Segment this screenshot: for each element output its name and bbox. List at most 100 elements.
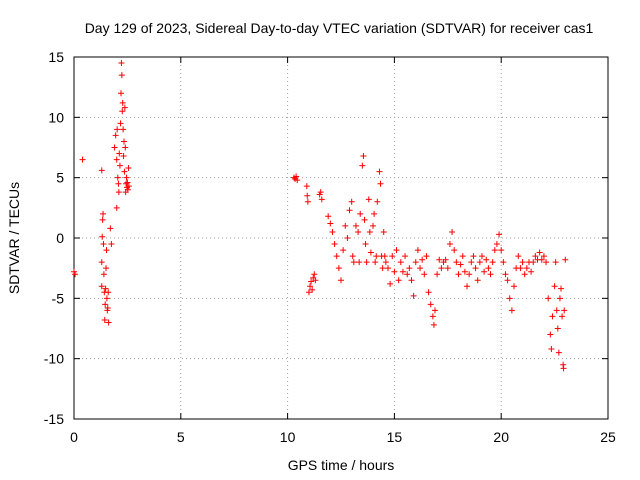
- data-point: [344, 235, 351, 241]
- data-point: [461, 268, 468, 275]
- data-point: [508, 307, 515, 314]
- y-axis-ticks: -15 -10 -5 0 5 10 15: [44, 49, 608, 427]
- data-point: [481, 268, 488, 275]
- data-point: [359, 162, 366, 169]
- data-point: [430, 321, 437, 328]
- data-point: [121, 104, 128, 111]
- data-point: [362, 241, 369, 248]
- data-point: [105, 319, 112, 326]
- data-point: [331, 241, 338, 248]
- data-point: [98, 259, 105, 266]
- data-point: [442, 256, 449, 263]
- data-point: [419, 256, 426, 263]
- data-point: [325, 213, 332, 220]
- data-point: [379, 265, 386, 272]
- y-tick-label: 0: [56, 230, 64, 246]
- data-point: [384, 265, 391, 272]
- data-point: [103, 295, 110, 302]
- data-point: [434, 271, 441, 278]
- data-point: [414, 247, 421, 254]
- data-point: [293, 173, 300, 180]
- data-point: [491, 247, 498, 254]
- data-point: [543, 259, 550, 266]
- data-point: [304, 192, 311, 199]
- data-point: [395, 277, 402, 284]
- data-point: [113, 156, 120, 163]
- data-point: [335, 265, 342, 272]
- data-point: [122, 144, 129, 151]
- data-point: [371, 210, 378, 217]
- data-point: [431, 307, 438, 314]
- data-point: [421, 271, 428, 278]
- data-point: [123, 174, 130, 181]
- data-point: [98, 283, 105, 290]
- data-point: [380, 228, 387, 235]
- x-tick-label: 20: [493, 429, 509, 445]
- data-point: [444, 265, 451, 272]
- data-point: [360, 152, 367, 159]
- data-point: [346, 207, 353, 214]
- data-point: [558, 285, 565, 292]
- data-point: [397, 259, 404, 266]
- data-point: [308, 278, 315, 285]
- data-point: [357, 210, 364, 217]
- data-point: [410, 292, 417, 299]
- data-point: [115, 189, 122, 196]
- data-point: [311, 271, 318, 278]
- y-tick-label: 5: [56, 170, 64, 186]
- grid: [74, 57, 608, 419]
- x-tick-label: 5: [177, 429, 185, 445]
- data-point: [474, 277, 481, 284]
- data-point: [548, 346, 555, 353]
- data-point: [427, 301, 434, 308]
- data-point: [101, 317, 108, 324]
- x-tick-label: 0: [70, 429, 78, 445]
- data-point: [547, 331, 554, 338]
- data-point: [113, 204, 120, 211]
- data-point: [294, 177, 301, 184]
- data-point: [498, 247, 505, 254]
- data-point: [116, 150, 123, 157]
- data-point: [108, 241, 115, 248]
- data-point: [377, 180, 384, 187]
- data-point: [372, 259, 379, 266]
- data-point: [559, 313, 566, 320]
- data-point: [105, 289, 112, 296]
- data-point: [104, 304, 111, 311]
- data-point: [476, 259, 483, 266]
- y-tick-label: -10: [44, 351, 64, 367]
- data-point: [389, 253, 396, 260]
- data-point: [100, 210, 107, 217]
- data-point: [103, 247, 110, 254]
- data-point: [120, 126, 127, 133]
- data-point: [511, 283, 518, 290]
- data-point: [540, 253, 547, 260]
- data-point: [489, 259, 496, 266]
- data-point: [506, 295, 513, 302]
- data-point: [307, 283, 314, 290]
- data-point: [348, 198, 355, 205]
- data-point: [340, 247, 347, 254]
- data-point: [79, 156, 86, 163]
- data-point: [356, 259, 363, 266]
- data-point: [496, 231, 503, 238]
- y-tick-label: -5: [52, 290, 65, 306]
- data-point: [493, 241, 500, 248]
- data-point: [530, 259, 537, 266]
- data-point: [391, 268, 398, 275]
- data-point: [329, 228, 336, 235]
- data-point: [363, 259, 370, 266]
- data-point: [436, 256, 443, 263]
- data-point: [370, 222, 377, 229]
- data-point: [502, 271, 509, 278]
- data-point: [449, 228, 456, 235]
- data-point: [361, 216, 368, 223]
- data-point: [124, 186, 131, 193]
- data-point: [517, 265, 524, 272]
- data-point: [561, 307, 568, 314]
- data-point: [374, 198, 381, 205]
- data-point: [402, 253, 409, 260]
- x-axis-ticks: 0 5 10 15 20 25: [70, 57, 616, 445]
- data-point: [387, 280, 394, 287]
